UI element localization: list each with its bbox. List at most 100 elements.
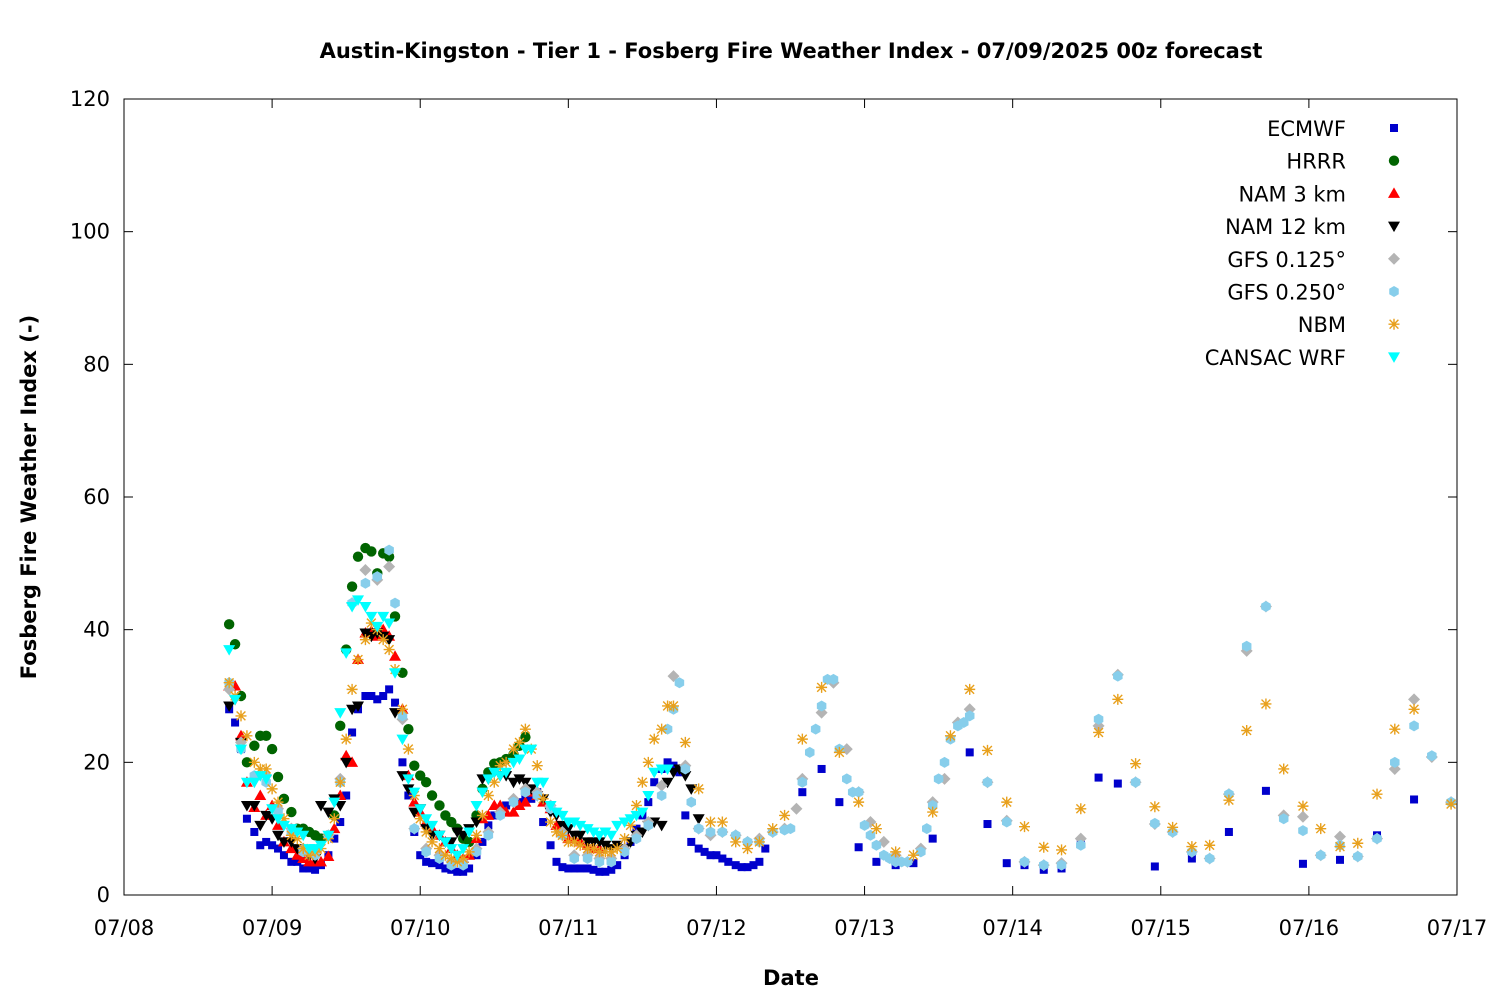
data-point (680, 763, 691, 775)
data-point (613, 861, 622, 870)
data-point (817, 764, 826, 773)
data-point (346, 756, 359, 767)
data-point (1076, 839, 1086, 851)
y-tick-label: 40 (83, 618, 110, 642)
data-point (268, 841, 277, 850)
data-point (488, 776, 500, 788)
data-point (235, 710, 247, 722)
data-point (409, 760, 420, 771)
data-point (223, 677, 235, 689)
data-point (403, 723, 414, 735)
data-point (1372, 833, 1382, 845)
data-point (642, 791, 655, 802)
data-point (550, 819, 563, 830)
data-point (266, 783, 278, 795)
data-point (508, 743, 520, 755)
data-point (352, 551, 364, 562)
data-point (415, 770, 426, 781)
data-point (1056, 844, 1068, 856)
data-point (384, 544, 394, 556)
data-point (706, 851, 715, 860)
legend-label: CANSAC WRF (1205, 346, 1346, 370)
data-point (248, 756, 260, 768)
data-point (545, 816, 557, 828)
x-tick-label: 07/11 (538, 916, 599, 940)
data-point (439, 849, 451, 861)
data-point (959, 717, 969, 729)
data-point (1352, 837, 1364, 849)
data-point (581, 824, 594, 835)
data-point (359, 563, 372, 576)
data-point (272, 830, 285, 842)
data-point (241, 730, 253, 742)
chart-title: Austin-Kingston - Tier 1 - Fosberg Fire … (320, 39, 1263, 63)
data-point (260, 774, 273, 785)
data-point (583, 864, 592, 873)
data-point (650, 778, 659, 787)
data-point (420, 777, 432, 788)
data-point (322, 830, 335, 842)
data-point (525, 744, 538, 756)
data-point (1130, 758, 1142, 770)
data-point (618, 817, 631, 829)
data-point (648, 733, 660, 745)
data-point (1093, 713, 1104, 725)
data-point (451, 856, 463, 868)
data-point (457, 844, 470, 855)
data-point (1261, 600, 1271, 612)
data-point (550, 826, 562, 838)
data-point (389, 668, 402, 679)
data-point (644, 798, 653, 807)
data-point (397, 710, 408, 722)
data-point (636, 827, 649, 838)
data-point (648, 767, 661, 779)
data-point (1371, 788, 1383, 800)
data-point (451, 827, 464, 838)
data-point (463, 827, 476, 838)
data-point (1056, 859, 1067, 871)
data-point (254, 789, 267, 800)
data-point (816, 700, 827, 712)
data-point (433, 830, 446, 842)
data-point (556, 810, 569, 822)
data-point (981, 744, 993, 756)
data-point (1261, 786, 1270, 795)
legend-label: GFS 0.125° (1227, 248, 1346, 272)
data-point (601, 867, 610, 876)
data-point (871, 839, 882, 851)
data-point (272, 796, 284, 808)
data-point (416, 851, 425, 860)
x-tick-label: 07/08 (94, 916, 155, 940)
data-point (391, 698, 400, 707)
data-point (1408, 703, 1420, 715)
data-point (483, 829, 494, 841)
data-point (519, 723, 531, 735)
data-point (426, 836, 438, 848)
data-point (1187, 854, 1196, 863)
data-point (383, 551, 395, 562)
data-point (342, 791, 351, 800)
data-point (859, 819, 870, 831)
data-point (484, 821, 493, 830)
data-point (1019, 821, 1031, 833)
data-point (1445, 798, 1457, 810)
data-point (531, 760, 543, 772)
data-point (964, 683, 976, 695)
x-tick-label: 07/14 (982, 916, 1043, 940)
data-point (254, 771, 267, 782)
data-point (890, 846, 902, 858)
data-point (352, 701, 365, 712)
data-point (359, 628, 372, 639)
data-point (285, 829, 297, 841)
data-point (636, 776, 648, 788)
data-point (587, 827, 600, 838)
data-point (309, 844, 322, 855)
data-point (605, 830, 618, 842)
data-point (928, 834, 937, 843)
data-point (1335, 855, 1344, 864)
data-point (445, 844, 458, 855)
data-point (457, 830, 470, 842)
data-point (717, 826, 728, 838)
legend-label: NAM 3 km (1238, 182, 1346, 206)
data-point (459, 867, 468, 876)
